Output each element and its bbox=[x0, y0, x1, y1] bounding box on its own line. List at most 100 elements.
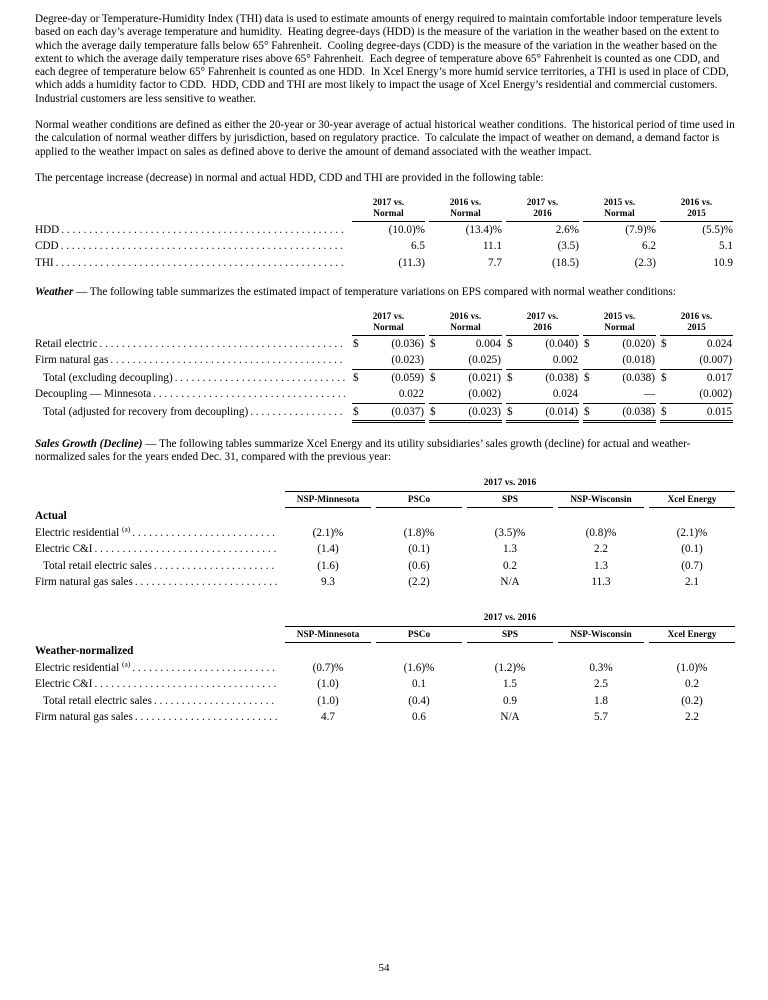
table-cell: $ (0.020) bbox=[583, 336, 656, 352]
column-header: SPS bbox=[467, 495, 553, 508]
dollar-sign: $ bbox=[353, 371, 359, 384]
row-label: Electric C&I bbox=[35, 541, 280, 557]
table-cell: $ (0.021) bbox=[429, 370, 502, 386]
table-cell: (13.4)% bbox=[465, 223, 502, 236]
dot-leader bbox=[61, 238, 345, 254]
table-cell: $0.004 bbox=[429, 336, 502, 352]
weather-section-description: — The following table summarizes the est… bbox=[73, 286, 676, 299]
row-label: Electric C&I bbox=[35, 676, 280, 692]
dot-leader bbox=[153, 386, 345, 402]
row-label: Total (excluding decoupling) bbox=[35, 370, 348, 386]
column-header: 2017 vs. 2016 bbox=[506, 312, 579, 336]
column-header: NSP-Minnesota bbox=[285, 630, 371, 643]
table-cell: 1.5 bbox=[503, 678, 517, 691]
dollar-sign: $ bbox=[584, 405, 590, 418]
table-cell: (0.7)% bbox=[312, 661, 344, 674]
table-cell: (0.007) bbox=[660, 352, 733, 370]
dot-leader bbox=[94, 676, 277, 692]
table-cell: 6.2 bbox=[642, 240, 656, 253]
dot-leader bbox=[154, 693, 277, 709]
table-cell: 4.7 bbox=[321, 711, 335, 724]
table-cell: (2.1)% bbox=[676, 526, 708, 539]
column-header: PSCo bbox=[376, 630, 462, 643]
table-row: Firm natural gas sales 9.3 (2.2) N/A 11.… bbox=[35, 574, 735, 590]
row-label: Retail electric bbox=[35, 336, 348, 352]
dollar-sign: $ bbox=[507, 337, 513, 350]
table-cell: (1.0)% bbox=[676, 661, 708, 674]
row-label: Total retail electric sales bbox=[35, 693, 280, 709]
column-header: NSP-Minnesota bbox=[285, 495, 371, 508]
table-cell: $ (0.059) bbox=[352, 370, 425, 386]
table-cell: $ (0.023) bbox=[429, 404, 502, 423]
table-row: Total (adjusted for recovery from decoup… bbox=[35, 404, 735, 423]
table-cell: (10.0)% bbox=[388, 223, 425, 236]
dot-leader bbox=[110, 352, 345, 368]
section-label: Actual bbox=[35, 509, 67, 522]
table-row: Electric C&I (1.4) (0.1) 1.3 2.2 (0.1) bbox=[35, 541, 735, 557]
degree-day-table: 2017 vs. Normal 2016 vs. Normal 2017 vs.… bbox=[35, 198, 735, 271]
column-header: Xcel Energy bbox=[649, 630, 735, 643]
span-header: 2017 vs. 2016 bbox=[285, 478, 735, 492]
table-cell: 10.9 bbox=[713, 256, 733, 269]
table-cell: (0.8)% bbox=[585, 526, 617, 539]
table-cell: (7.9)% bbox=[625, 223, 656, 236]
table-row: Total retail electric sales (1.6) (0.6) … bbox=[35, 558, 735, 574]
table-cell: 0.1 bbox=[412, 678, 426, 691]
table-row: Decoupling — Minnesota 0.022 (0.002) 0.0… bbox=[35, 386, 735, 404]
table-cell: (1.8)% bbox=[403, 526, 435, 539]
column-header: SPS bbox=[467, 630, 553, 643]
table-header-row: NSP-Minnesota PSCo SPS NSP-Wisconsin Xce… bbox=[35, 495, 735, 508]
table-cell: 0.002 bbox=[506, 352, 579, 370]
table-cell: 2.2 bbox=[594, 543, 608, 556]
dot-leader bbox=[132, 660, 277, 676]
table-cell: N/A bbox=[500, 576, 520, 589]
row-label: HDD bbox=[35, 222, 348, 238]
weather-section-heading: Weather — The following table summarizes… bbox=[35, 286, 735, 299]
column-header: 2015 vs. Normal bbox=[583, 312, 656, 336]
table-cell: (1.0) bbox=[317, 678, 339, 691]
table-cell: (18.5) bbox=[551, 256, 579, 269]
dollar-sign: $ bbox=[661, 337, 667, 350]
sales-growth-actual-table: 2017 vs. 2016 NSP-Minnesota PSCo SPS NSP… bbox=[35, 478, 735, 591]
table-cell: (11.3) bbox=[398, 256, 425, 269]
table-cell: $0.024 bbox=[660, 336, 733, 352]
table-cell: (0.025) bbox=[429, 352, 502, 370]
table-cell: $ (0.036) bbox=[352, 336, 425, 352]
dollar-sign: $ bbox=[353, 405, 359, 418]
table-row: Electric residential (a) (2.1)% (1.8)% (… bbox=[35, 525, 735, 541]
table-cell: 5.7 bbox=[594, 711, 608, 724]
table-cell: 11.1 bbox=[482, 240, 502, 253]
paragraph-normal-weather: Normal weather conditions are defined as… bbox=[35, 119, 738, 158]
table-cell: (2.3) bbox=[634, 256, 656, 269]
table-cell: — bbox=[583, 386, 656, 404]
weather-eps-table: 2017 vs. Normal 2016 vs. Normal 2017 vs.… bbox=[35, 312, 735, 423]
row-label: Firm natural gas bbox=[35, 352, 348, 368]
table-cell: (0.002) bbox=[660, 386, 733, 404]
table-cell: 2.2 bbox=[685, 711, 699, 724]
table-cell: (3.5) bbox=[557, 240, 579, 253]
table-row: Firm natural gas sales 4.7 0.6 N/A 5.7 2… bbox=[35, 709, 735, 725]
table-row: Retail electric $(0.036) $0.004 $(0.040)… bbox=[35, 336, 735, 352]
table-row: Electric C&I (1.0) 0.1 1.5 2.5 0.2 bbox=[35, 676, 735, 692]
dot-leader bbox=[250, 404, 345, 420]
column-header: 2017 vs. Normal bbox=[352, 312, 425, 336]
column-header: PSCo bbox=[376, 495, 462, 508]
table-cell: (2.2) bbox=[408, 576, 430, 589]
table-cell: 2.5 bbox=[594, 678, 608, 691]
table-cell: (0.2) bbox=[681, 694, 703, 707]
row-label: Firm natural gas sales bbox=[35, 709, 280, 725]
table-cell: 2.1 bbox=[685, 576, 699, 589]
table-cell: 0.2 bbox=[503, 559, 517, 572]
table-cell: (0.018) bbox=[583, 352, 656, 370]
dot-leader bbox=[56, 255, 345, 271]
table-cell: (1.0) bbox=[317, 694, 339, 707]
table-row: THI (11.3) 7.7 (18.5) (2.3) 10.9 bbox=[35, 255, 735, 271]
column-header: 2016 vs. 2015 bbox=[660, 198, 733, 222]
table-row: Firm natural gas (0.023) (0.025) 0.002 (… bbox=[35, 352, 735, 370]
table-cell: $ (0.038) bbox=[583, 370, 656, 386]
table-cell: 9.3 bbox=[321, 576, 335, 589]
table-cell: 0.024 bbox=[506, 386, 579, 404]
table-cell: 6.5 bbox=[411, 240, 425, 253]
table-cell: 1.3 bbox=[594, 559, 608, 572]
table-cell: 2.6% bbox=[555, 223, 579, 236]
